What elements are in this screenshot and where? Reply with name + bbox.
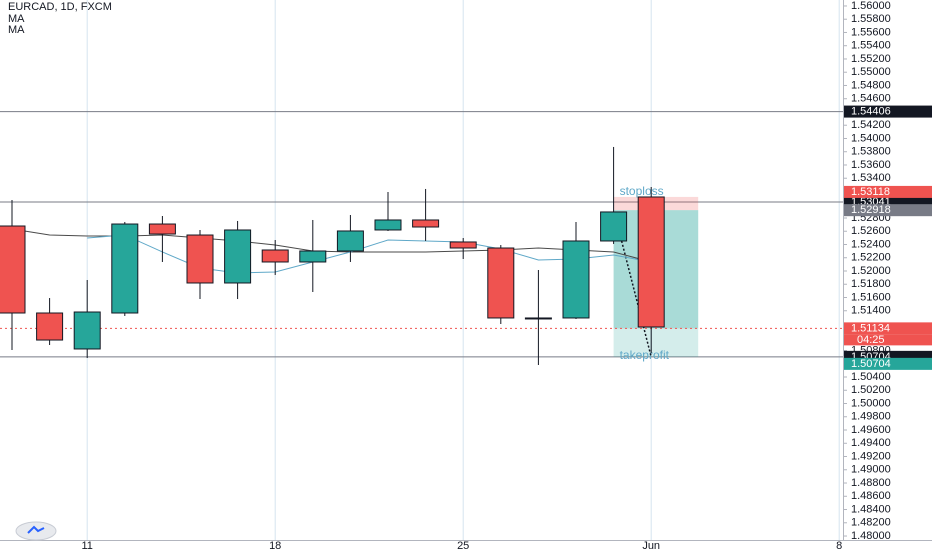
y-tick-label: 1.50400 — [851, 371, 891, 383]
logo — [15, 521, 57, 541]
chart-title: EURCAD, 1D, FXCM — [8, 1, 112, 13]
target-label: takeprofit — [620, 348, 670, 362]
candle-body — [0, 225, 26, 314]
y-tick-label: 1.53800 — [851, 146, 891, 158]
stop-tag — [844, 185, 932, 198]
entry-tag — [844, 204, 932, 217]
entry-tag-label: 1.52918 — [851, 204, 891, 216]
x-tick-label: 18 — [269, 540, 281, 550]
candle-body — [261, 249, 289, 263]
candle-body — [73, 311, 101, 350]
y-tick-label: 1.48000 — [851, 530, 891, 542]
y-tick-label: 1.55200 — [851, 53, 891, 65]
y-tick-label: 1.54000 — [851, 132, 891, 144]
y-tick-label: 1.48600 — [851, 490, 891, 502]
legend-entry: MA — [8, 13, 25, 25]
logo-icon — [27, 525, 45, 534]
candle-body — [374, 219, 402, 231]
y-tick-label: 1.53600 — [851, 159, 891, 171]
y-tick-label: 1.49000 — [851, 464, 891, 476]
countdown-label: 04:25 — [857, 334, 885, 346]
candle-body — [186, 234, 214, 284]
y-tick-label: 1.48200 — [851, 517, 891, 529]
candle-body — [148, 223, 176, 235]
x-tick-label: Jun — [642, 540, 660, 550]
plot: stoploss takeprofit — [0, 111, 843, 366]
y-tick-label: 1.49200 — [851, 450, 891, 462]
stop-label: stoploss — [620, 184, 664, 198]
y-tick-label: 1.51400 — [851, 305, 891, 317]
y-tick-label: 1.55000 — [851, 66, 891, 78]
price-tag-label: 1.54406 — [851, 105, 891, 117]
y-tick-label: 1.52400 — [851, 238, 891, 250]
candle-body — [449, 241, 477, 249]
x-tick-label: 25 — [457, 540, 469, 550]
candle-body — [336, 230, 364, 252]
candle-body — [224, 229, 252, 284]
y-tick-label: 1.54200 — [851, 119, 891, 131]
y-tick-label: 1.54600 — [851, 93, 891, 105]
stop-tag-label: 1.53118 — [851, 186, 890, 198]
target-tag-label: 1.50704 — [851, 358, 891, 370]
y-tick-label: 1.52600 — [851, 225, 891, 237]
last-price-tag-label: 1.51134 — [851, 322, 890, 334]
candle-body — [299, 250, 327, 263]
y-tick-label: 1.56000 — [851, 0, 891, 12]
y-tick-label: 1.49400 — [851, 437, 891, 449]
y-tick-label: 1.49800 — [851, 411, 891, 423]
y-tick-label: 1.48400 — [851, 503, 891, 515]
candle-body — [524, 317, 552, 320]
y-tick-label: 1.52200 — [851, 252, 891, 264]
logo-badge — [15, 521, 57, 541]
y-tick-label: 1.53400 — [851, 172, 891, 184]
candle-body — [36, 312, 64, 341]
y-tick-label: 1.50000 — [851, 397, 891, 409]
target-tag — [844, 357, 932, 370]
candle-body — [111, 223, 139, 314]
x-tick-label: 11 — [81, 540, 92, 550]
y-tick-label: 1.54800 — [851, 79, 891, 91]
candle-body — [637, 196, 665, 328]
price-tag — [844, 105, 932, 118]
candle-body — [412, 219, 440, 228]
y-tick-label: 1.52000 — [851, 265, 891, 277]
y-tick-label: 1.55800 — [851, 13, 891, 25]
y-tick-label: 1.51600 — [851, 291, 891, 303]
grid — [86, 0, 840, 540]
y-tick-label: 1.55600 — [851, 26, 891, 38]
x-tick-label: 8 — [836, 540, 842, 550]
y-tick-label: 1.55400 — [851, 40, 891, 52]
last-price-tag — [844, 322, 932, 335]
y-tick-label: 1.49600 — [851, 424, 891, 436]
moving-average — [87, 234, 652, 274]
y-tick-label: 1.50200 — [851, 384, 891, 396]
countdown-tag — [844, 334, 932, 346]
candle-body — [562, 240, 590, 319]
legend-entry: MA — [8, 24, 25, 36]
y-tick-label: 1.48800 — [851, 477, 891, 489]
candle-body — [600, 211, 628, 242]
y-tick-label: 1.51800 — [851, 278, 891, 290]
candle-body — [487, 247, 515, 319]
